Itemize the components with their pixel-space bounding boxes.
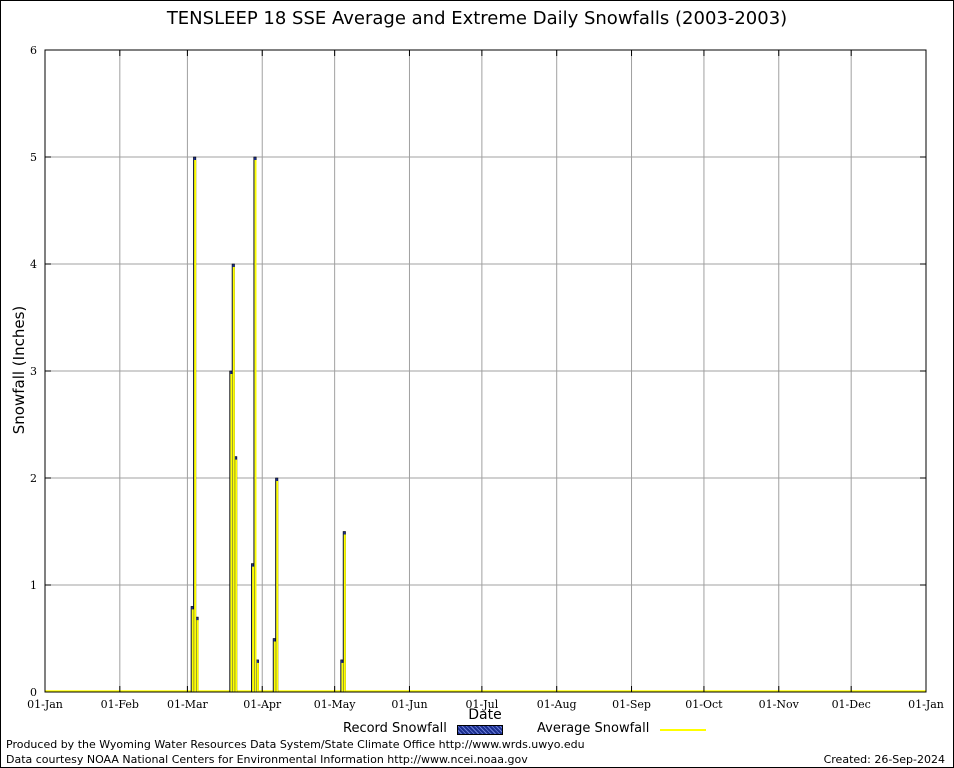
x-tick-label: 01-Aug — [537, 698, 577, 711]
legend-average-label: Average Snowfall — [537, 721, 650, 736]
y-tick-label: 4 — [30, 258, 37, 271]
grid-lines — [45, 50, 926, 692]
x-tick-label: 01-Jun — [391, 698, 427, 711]
x-tick-label: 01-Dec — [832, 698, 871, 711]
created-date: Created: 26-Sep-2024 — [823, 753, 945, 766]
legend-record-label: Record Snowfall — [343, 721, 447, 736]
x-tick-label: 01-Jan — [27, 698, 63, 711]
y-tick-label: 5 — [30, 151, 37, 164]
y-tick-label: 2 — [30, 472, 37, 485]
x-tick-label: 01-Sep — [612, 698, 651, 711]
x-tick-label: 01-Jan — [908, 698, 944, 711]
credit-line-1: Produced by the Wyoming Water Resources … — [6, 738, 585, 751]
x-tick-label: 01-Feb — [101, 698, 139, 711]
x-tick-label: 01-May — [314, 698, 357, 711]
tick-labels: 0 1 2 3 4 5 6 01-Jan 01-Feb 01-Mar 01-Apr 01-May 01-… — [27, 44, 944, 711]
x-tick-label: 01-Oct — [685, 698, 723, 711]
x-axis-label: Date — [468, 707, 502, 723]
y-tick-label: 3 — [30, 365, 37, 378]
chart-title: TENSLEEP 18 SSE Average and Extreme Dail… — [166, 8, 788, 29]
x-tick-label: 01-Nov — [759, 698, 800, 711]
x-tick-label: 01-Jul — [466, 698, 499, 711]
y-tick-label: 6 — [30, 44, 37, 57]
legend-record-swatch — [457, 725, 503, 735]
bars — [45, 156, 926, 693]
x-tick-label: 01-Mar — [167, 698, 209, 711]
legend-average-swatch — [660, 729, 706, 731]
credit-line-2: Data courtesy NOAA National Centers for … — [6, 753, 528, 766]
y-tick-label: 1 — [30, 579, 37, 592]
y-tick-label: 0 — [30, 686, 37, 699]
x-tick-label: 01-Apr — [243, 698, 282, 711]
